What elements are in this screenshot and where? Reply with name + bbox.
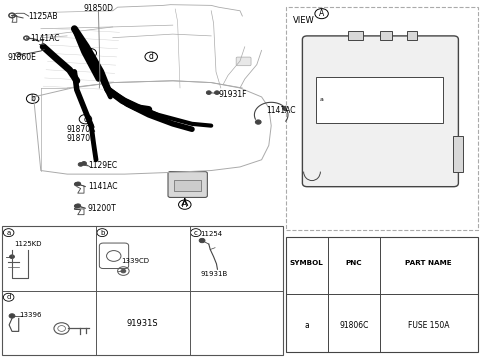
Bar (286, 7, 478, 230)
Circle shape (283, 106, 288, 111)
Text: a: a (304, 321, 309, 331)
Text: 1125KD: 1125KD (14, 241, 41, 247)
Circle shape (9, 314, 15, 318)
Text: 1141AC: 1141AC (30, 34, 60, 43)
Text: 91850D: 91850D (84, 4, 113, 14)
Circle shape (82, 162, 86, 165)
Text: b: b (100, 230, 105, 236)
Bar (316, 77, 443, 123)
Bar (380, 31, 392, 40)
Text: FUSE 150A: FUSE 150A (408, 321, 449, 331)
Circle shape (76, 182, 81, 186)
Bar (174, 180, 201, 191)
Circle shape (121, 269, 126, 273)
Bar (286, 237, 478, 352)
Text: 91200T: 91200T (88, 204, 117, 213)
Bar (453, 136, 463, 172)
Text: 91870R: 91870R (66, 125, 96, 134)
Bar (2, 226, 283, 355)
Circle shape (74, 182, 79, 186)
Circle shape (199, 238, 205, 243)
Circle shape (206, 91, 211, 94)
Text: 1141AC: 1141AC (266, 106, 296, 115)
Text: 91931F: 91931F (218, 89, 247, 99)
Text: c: c (84, 115, 87, 124)
Circle shape (78, 163, 83, 166)
FancyBboxPatch shape (236, 57, 251, 66)
Text: A: A (319, 9, 324, 18)
Text: c: c (194, 230, 198, 236)
Text: 1339CD: 1339CD (121, 258, 149, 264)
Text: 13396: 13396 (19, 312, 41, 318)
FancyBboxPatch shape (302, 36, 458, 187)
Circle shape (215, 91, 219, 94)
Text: PNC: PNC (346, 260, 362, 266)
Text: 91931S: 91931S (127, 318, 158, 328)
Text: 1125AB: 1125AB (28, 11, 57, 21)
Circle shape (74, 204, 79, 208)
Text: a: a (319, 97, 323, 102)
Text: d: d (6, 294, 11, 300)
Text: 1141AC: 1141AC (88, 182, 117, 191)
Text: a: a (7, 230, 11, 236)
Text: a: a (88, 48, 93, 58)
FancyBboxPatch shape (99, 243, 129, 269)
Text: 91806C: 91806C (339, 321, 369, 331)
Text: A: A (182, 200, 187, 209)
FancyBboxPatch shape (168, 172, 207, 197)
Text: 91870L: 91870L (66, 134, 95, 143)
Circle shape (76, 204, 81, 208)
Text: 1129EC: 1129EC (88, 161, 117, 171)
Bar (348, 31, 362, 40)
Text: b: b (30, 94, 35, 103)
Text: PART NAME: PART NAME (405, 260, 452, 266)
Circle shape (255, 120, 261, 124)
Text: 91931B: 91931B (201, 271, 228, 277)
Text: 11254: 11254 (201, 230, 223, 237)
Bar (407, 31, 417, 40)
Circle shape (10, 255, 14, 258)
Text: SYMBOL: SYMBOL (290, 260, 324, 266)
Text: VIEW: VIEW (293, 16, 314, 25)
Text: d: d (149, 52, 154, 61)
Text: 91860E: 91860E (7, 53, 36, 62)
